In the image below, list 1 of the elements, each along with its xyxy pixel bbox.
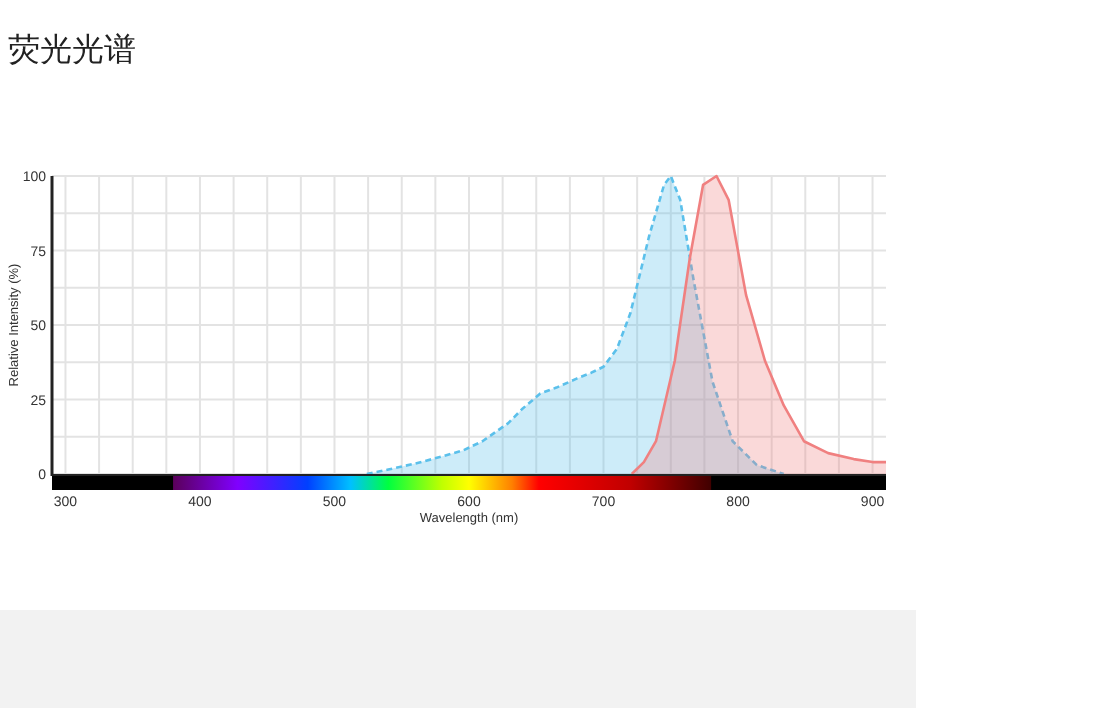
chart-title: 荧光光谱: [8, 30, 136, 68]
